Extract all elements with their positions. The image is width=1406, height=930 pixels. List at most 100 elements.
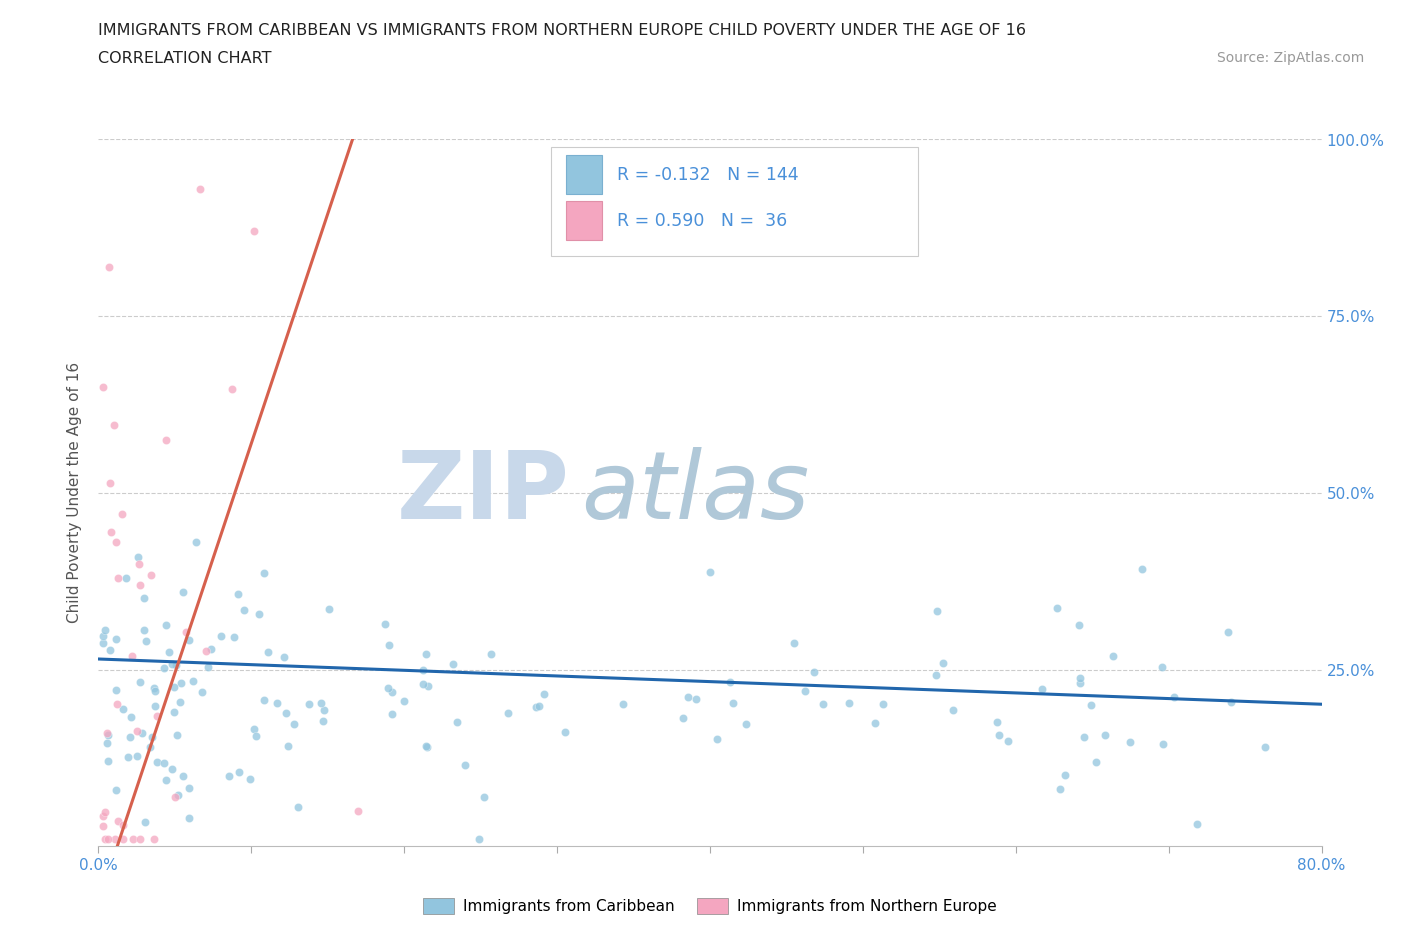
Point <box>135 633 157 648</box>
Point <box>160 657 183 671</box>
Point <box>533 686 555 701</box>
Text: CORRELATION CHART: CORRELATION CHART <box>98 51 271 66</box>
Point <box>997 734 1019 749</box>
Point <box>94 831 117 846</box>
Point <box>104 535 127 550</box>
Point <box>441 657 464 671</box>
Point <box>468 831 491 846</box>
Point <box>277 739 299 754</box>
Point <box>163 679 186 694</box>
Point <box>721 696 744 711</box>
Point <box>111 831 134 846</box>
Point <box>132 591 155 605</box>
Point <box>100 476 122 491</box>
Point <box>143 698 166 713</box>
Point <box>112 817 135 832</box>
Point <box>184 535 207 550</box>
Y-axis label: Child Poverty Under the Age of 16: Child Poverty Under the Age of 16 <box>67 363 83 623</box>
Point <box>188 181 211 196</box>
Point <box>245 728 267 743</box>
Point <box>139 740 162 755</box>
Point <box>107 697 129 711</box>
Text: Source: ZipAtlas.com: Source: ZipAtlas.com <box>1216 51 1364 65</box>
Point <box>735 716 758 731</box>
Point <box>381 706 404 721</box>
Point <box>312 703 335 718</box>
Point <box>1053 768 1076 783</box>
Point <box>197 660 219 675</box>
Point <box>97 753 120 768</box>
Point <box>1069 675 1091 690</box>
Point <box>146 754 169 769</box>
Point <box>416 739 439 754</box>
Point <box>706 732 728 747</box>
Point <box>107 570 129 585</box>
Point <box>276 706 298 721</box>
Point <box>872 697 894 711</box>
Point <box>160 762 183 777</box>
Point <box>783 635 806 650</box>
Point <box>142 831 165 846</box>
Point <box>838 696 860 711</box>
Point <box>127 549 149 564</box>
Point <box>91 635 114 650</box>
Point <box>170 675 193 690</box>
Point <box>103 417 125 432</box>
Point <box>98 643 121 658</box>
Point <box>672 711 695 725</box>
Point <box>1130 562 1153 577</box>
Point <box>131 726 153 741</box>
Point <box>155 432 177 447</box>
Point <box>1185 817 1208 831</box>
Point <box>287 799 309 814</box>
Point <box>312 713 335 728</box>
Point <box>120 730 142 745</box>
Point <box>253 693 276 708</box>
Point <box>139 568 162 583</box>
Point <box>98 259 121 274</box>
Point <box>221 382 243 397</box>
Point <box>157 644 180 659</box>
Point <box>105 783 128 798</box>
Point <box>172 585 194 600</box>
Point <box>454 758 477 773</box>
Point <box>242 224 264 239</box>
Point <box>925 604 948 618</box>
Point <box>169 695 191 710</box>
Point <box>416 678 439 693</box>
Point <box>986 714 1008 729</box>
Point <box>374 617 396 631</box>
Point <box>1094 727 1116 742</box>
Point <box>415 738 437 753</box>
Point <box>141 729 163 744</box>
Point <box>1085 754 1108 769</box>
Point <box>152 755 174 770</box>
Point <box>699 565 721 579</box>
Point <box>1069 671 1091 685</box>
Point <box>803 664 825 679</box>
Point <box>247 607 270 622</box>
Text: ZIP: ZIP <box>396 447 569 538</box>
Point <box>97 727 120 742</box>
Point <box>1119 735 1142 750</box>
Point <box>412 663 434 678</box>
Point <box>1219 694 1241 709</box>
Point <box>283 717 305 732</box>
Point <box>121 649 143 664</box>
Point <box>1254 739 1277 754</box>
Point <box>194 644 217 658</box>
Point <box>165 658 187 672</box>
Point <box>111 507 134 522</box>
Point <box>309 696 332 711</box>
Point <box>179 811 201 826</box>
Point <box>181 674 204 689</box>
Point <box>498 705 520 720</box>
Text: atlas: atlas <box>582 447 810 538</box>
Point <box>91 818 114 833</box>
Point <box>172 769 194 784</box>
Point <box>678 689 700 704</box>
Point <box>347 804 370 818</box>
Point <box>794 684 817 698</box>
Point <box>97 831 120 846</box>
Point <box>257 644 280 659</box>
